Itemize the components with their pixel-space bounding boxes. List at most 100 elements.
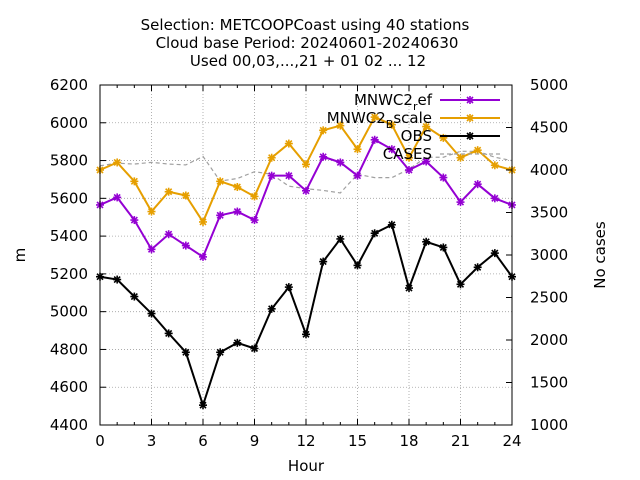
- data-point: [113, 193, 122, 202]
- series-obs: [96, 220, 516, 410]
- data-point: [181, 348, 190, 357]
- data-point: [370, 229, 379, 238]
- x-tick-label: 0: [95, 432, 105, 450]
- data-point: [387, 220, 396, 229]
- data-point: [147, 309, 156, 318]
- data-point: [181, 191, 190, 200]
- data-point: [456, 280, 465, 289]
- data-point: [422, 157, 431, 166]
- data-point: [130, 292, 139, 301]
- legend-label: OBS: [401, 127, 432, 145]
- y2-tick-label: 4500: [530, 119, 568, 137]
- legend-marker: [466, 96, 474, 104]
- series-mnwc2-bscale: [96, 113, 516, 226]
- data-point: [284, 139, 293, 148]
- data-point: [216, 211, 225, 220]
- data-point: [319, 152, 328, 161]
- data-point: [147, 207, 156, 216]
- y-tick-label: 5400: [50, 227, 88, 245]
- data-point: [353, 171, 362, 180]
- legend-label: CASES: [383, 145, 432, 163]
- data-point: [216, 348, 225, 357]
- y-tick-label: 5600: [50, 189, 88, 207]
- data-point: [199, 252, 207, 261]
- data-point: [216, 177, 225, 186]
- axes: 0 3 6 9 12 15 18 21 24 4400 4600 4800 5000 5200 5400 56…: [50, 76, 568, 450]
- data-point: [181, 241, 190, 250]
- legend-entry-cases: CASES: [383, 145, 500, 163]
- data-point: [302, 186, 310, 195]
- x-tick-label: 9: [250, 432, 260, 450]
- y-tick-label: 5800: [50, 152, 88, 170]
- data-point: [473, 146, 482, 155]
- data-point: [353, 145, 362, 154]
- y-tick-label: 5200: [50, 265, 88, 283]
- data-point: [490, 194, 499, 203]
- x-tick-label: 6: [198, 432, 208, 450]
- data-point: [267, 304, 276, 313]
- data-point: [370, 113, 379, 122]
- title-line-3: Used 00,03,...,21 + 01 02 ... 12: [190, 52, 426, 70]
- title-line-2: Cloud base Period: 20240601-20240630: [156, 34, 459, 52]
- legend-label: MNWC2ref: [354, 91, 433, 113]
- y2-tick-label: 2500: [530, 289, 568, 307]
- x-tick-label: 21: [451, 432, 470, 450]
- legend-marker: [466, 114, 474, 122]
- legend-entry-obs: OBS: [401, 127, 500, 145]
- y2-tick-label: 3500: [530, 204, 568, 222]
- x-tick-label: 15: [348, 432, 367, 450]
- legend-label-main: CASES: [383, 145, 432, 163]
- data-point: [164, 187, 173, 196]
- data-point: [387, 145, 396, 154]
- data-point: [113, 158, 122, 167]
- legend-label-suffix: ef: [417, 91, 432, 109]
- legend-label: MNWC2Bscale: [327, 109, 432, 131]
- data-point: [233, 183, 242, 191]
- data-point: [336, 158, 345, 167]
- data-point: [199, 401, 207, 410]
- y2-tick-label: 2000: [530, 331, 568, 349]
- data-point: [250, 344, 259, 353]
- data-point: [147, 245, 156, 254]
- data-point: [199, 217, 207, 226]
- title-line-1: Selection: METCOOPCoast using 40 station…: [141, 16, 470, 34]
- y-axis-label: m: [11, 248, 29, 263]
- chart-title: Selection: METCOOPCoast using 40 station…: [141, 16, 470, 70]
- data-point: [456, 153, 465, 162]
- data-point: [250, 192, 259, 201]
- y-tick-label: 4400: [50, 416, 88, 434]
- y2-tick-label: 3000: [530, 246, 568, 264]
- data-point: [439, 243, 448, 252]
- legend-label-suffix: scale: [393, 109, 432, 127]
- data-point: [456, 198, 465, 207]
- data-point: [130, 177, 139, 186]
- data-point: [473, 180, 482, 189]
- data-point: [302, 160, 310, 169]
- data-point: [370, 135, 379, 144]
- data-point: [113, 275, 122, 284]
- data-point: [302, 330, 310, 339]
- y-tick-label: 6000: [50, 114, 88, 132]
- y-tick-label: 4800: [50, 340, 88, 358]
- data-point: [422, 122, 431, 131]
- data-point: [319, 126, 328, 135]
- data-point: [130, 216, 139, 225]
- x-tick-label: 3: [147, 432, 157, 450]
- data-point: [336, 234, 345, 243]
- y-tick-label: 5000: [50, 303, 88, 321]
- legend-marker: [466, 132, 474, 140]
- data-point: [164, 329, 173, 338]
- y2-tick-label: 1000: [530, 416, 568, 434]
- y2-tick-label: 4000: [530, 161, 568, 179]
- data-point: [387, 120, 396, 129]
- data-point: [405, 153, 413, 162]
- y-tick-label: 6200: [50, 76, 88, 94]
- series-layer: [96, 113, 516, 410]
- legend-label-main: MNWC2: [327, 109, 386, 127]
- data-point: [267, 153, 276, 162]
- data-point: [336, 121, 345, 130]
- legend-label-main: OBS: [401, 127, 432, 145]
- data-point: [233, 338, 242, 347]
